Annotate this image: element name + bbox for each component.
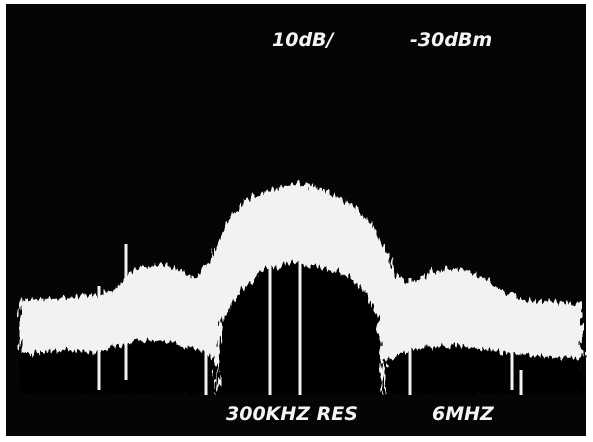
floor-gap-left	[20, 340, 215, 395]
span-label: 6MHZ	[432, 403, 495, 425]
scale-label: 10dB/	[272, 29, 336, 51]
resolution-label: 300KHZ RES	[226, 403, 358, 425]
floor-gap-right	[385, 346, 582, 395]
spikes	[97, 230, 523, 425]
screen-bottom	[6, 395, 586, 436]
reference-label: -30dBm	[410, 29, 492, 51]
